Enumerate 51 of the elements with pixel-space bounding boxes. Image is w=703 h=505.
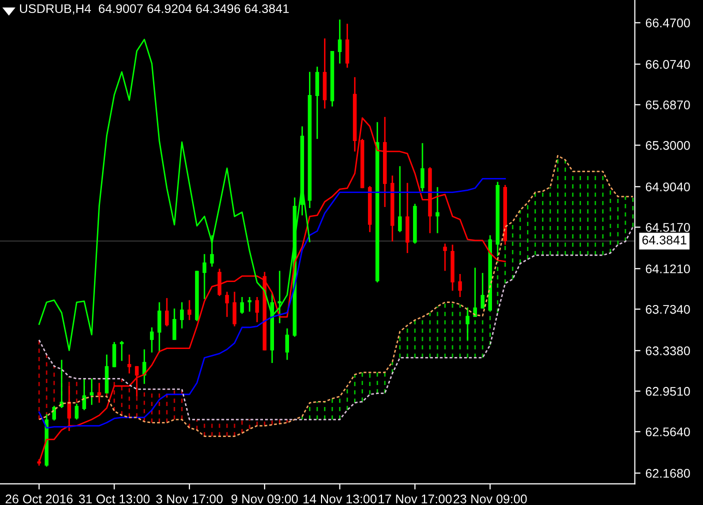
y-tick-label: 64.9040 (646, 182, 690, 192)
y-tick-label: 62.5640 (646, 427, 690, 436)
candlestick (338, 18, 342, 64)
candlestick (255, 296, 259, 323)
candlestick (180, 302, 184, 330)
candlestick (480, 272, 484, 310)
candlestick (248, 296, 252, 312)
candlestick (165, 297, 169, 328)
y-tick-label: 63.7340 (646, 304, 690, 314)
x-tick-label: 31 Oct 13:00 (78, 494, 150, 504)
line-series (38, 178, 506, 429)
candlestick (150, 326, 154, 354)
candlestick (202, 253, 206, 300)
y-tick-label: 63.3380 (646, 346, 690, 356)
candlestick (443, 242, 447, 272)
candlestick (210, 234, 214, 268)
ref-line-label: 64.3841 (642, 236, 686, 244)
candlestick (172, 308, 176, 341)
x-tick-label: 3 Nov 17:00 (156, 494, 223, 504)
candlestick (188, 299, 192, 321)
x-tick-label: 23 Nov 09:00 (454, 494, 527, 504)
x-tick-label: 14 Nov 13:00 (304, 494, 376, 504)
y-tick-label: 64.1210 (646, 264, 690, 274)
candlestick (157, 302, 162, 354)
candlestick (218, 268, 222, 297)
candlestick (278, 270, 282, 324)
x-tick-label: 9 Nov 09:00 (231, 494, 298, 504)
candlestick (225, 291, 229, 318)
candlestick (398, 165, 402, 233)
y-tick-label: 65.6870 (646, 100, 690, 110)
y-tick-label: 62.1680 (646, 468, 690, 478)
candlestick (285, 328, 290, 361)
candlestick (112, 341, 116, 368)
y-tick-label: 66.0740 (646, 60, 690, 69)
x-tick-label: 26 Oct 2016 (6, 494, 73, 504)
line-series (38, 38, 310, 352)
y-tick-label: 66.4700 (646, 18, 690, 28)
candlestick (120, 340, 124, 362)
candlestick (458, 273, 462, 298)
x-tick-label: 17 Nov 17:00 (378, 494, 452, 504)
y-tick-label: 64.5170 (646, 222, 690, 232)
line-series (38, 154, 634, 437)
line-series (38, 226, 634, 420)
candlestick (232, 291, 236, 328)
candlestick (436, 186, 440, 234)
candlestick (240, 296, 244, 314)
candlestick (420, 142, 424, 192)
chart-title: USDRUB,H4 64.9007 64.9204 64.3496 64.3841 (20, 4, 289, 15)
y-tick-label: 65.3000 (646, 141, 690, 150)
y-tick-label: 62.9510 (646, 386, 690, 396)
candlestick (74, 403, 79, 420)
